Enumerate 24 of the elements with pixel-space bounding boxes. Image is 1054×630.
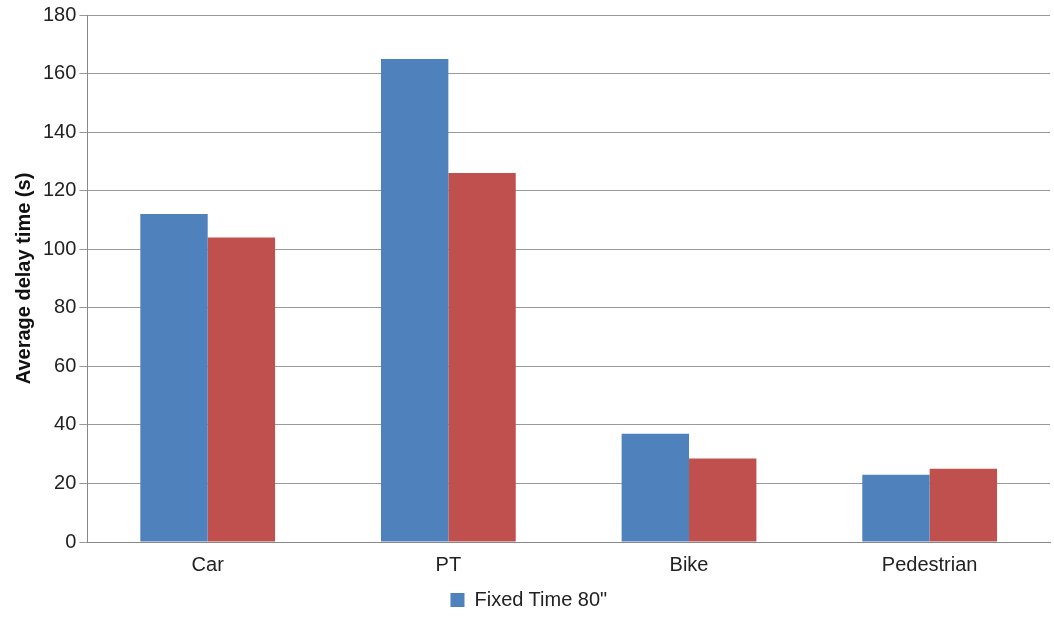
y-tick-label: 40 bbox=[54, 412, 77, 435]
y-tick-label: 180 bbox=[42, 2, 77, 25]
y-tick-label: 140 bbox=[42, 119, 77, 142]
x-tick-label: Bike bbox=[669, 552, 709, 575]
bar bbox=[207, 237, 276, 542]
bar bbox=[140, 214, 208, 542]
y-tick-label: 120 bbox=[42, 178, 77, 201]
y-tick-label: 80 bbox=[54, 295, 77, 318]
bar bbox=[380, 58, 449, 542]
bar bbox=[448, 173, 516, 542]
x-tick-label: PT bbox=[435, 552, 462, 575]
y-axis-title: Average delay time (s) bbox=[11, 172, 34, 385]
bar bbox=[621, 433, 690, 542]
bar bbox=[929, 468, 998, 542]
bar bbox=[862, 474, 930, 542]
y-tick-label: 100 bbox=[42, 236, 77, 259]
y-tick-label: 60 bbox=[54, 353, 77, 376]
legend-label: Fixed Time 80" bbox=[474, 587, 608, 610]
bar bbox=[689, 458, 757, 542]
x-tick-label: Car bbox=[191, 552, 225, 575]
y-tick-label: 0 bbox=[65, 529, 77, 552]
x-tick-label: Pedestrian bbox=[881, 552, 978, 575]
y-tick-label: 160 bbox=[42, 61, 77, 84]
y-tick-label: 20 bbox=[54, 470, 77, 493]
